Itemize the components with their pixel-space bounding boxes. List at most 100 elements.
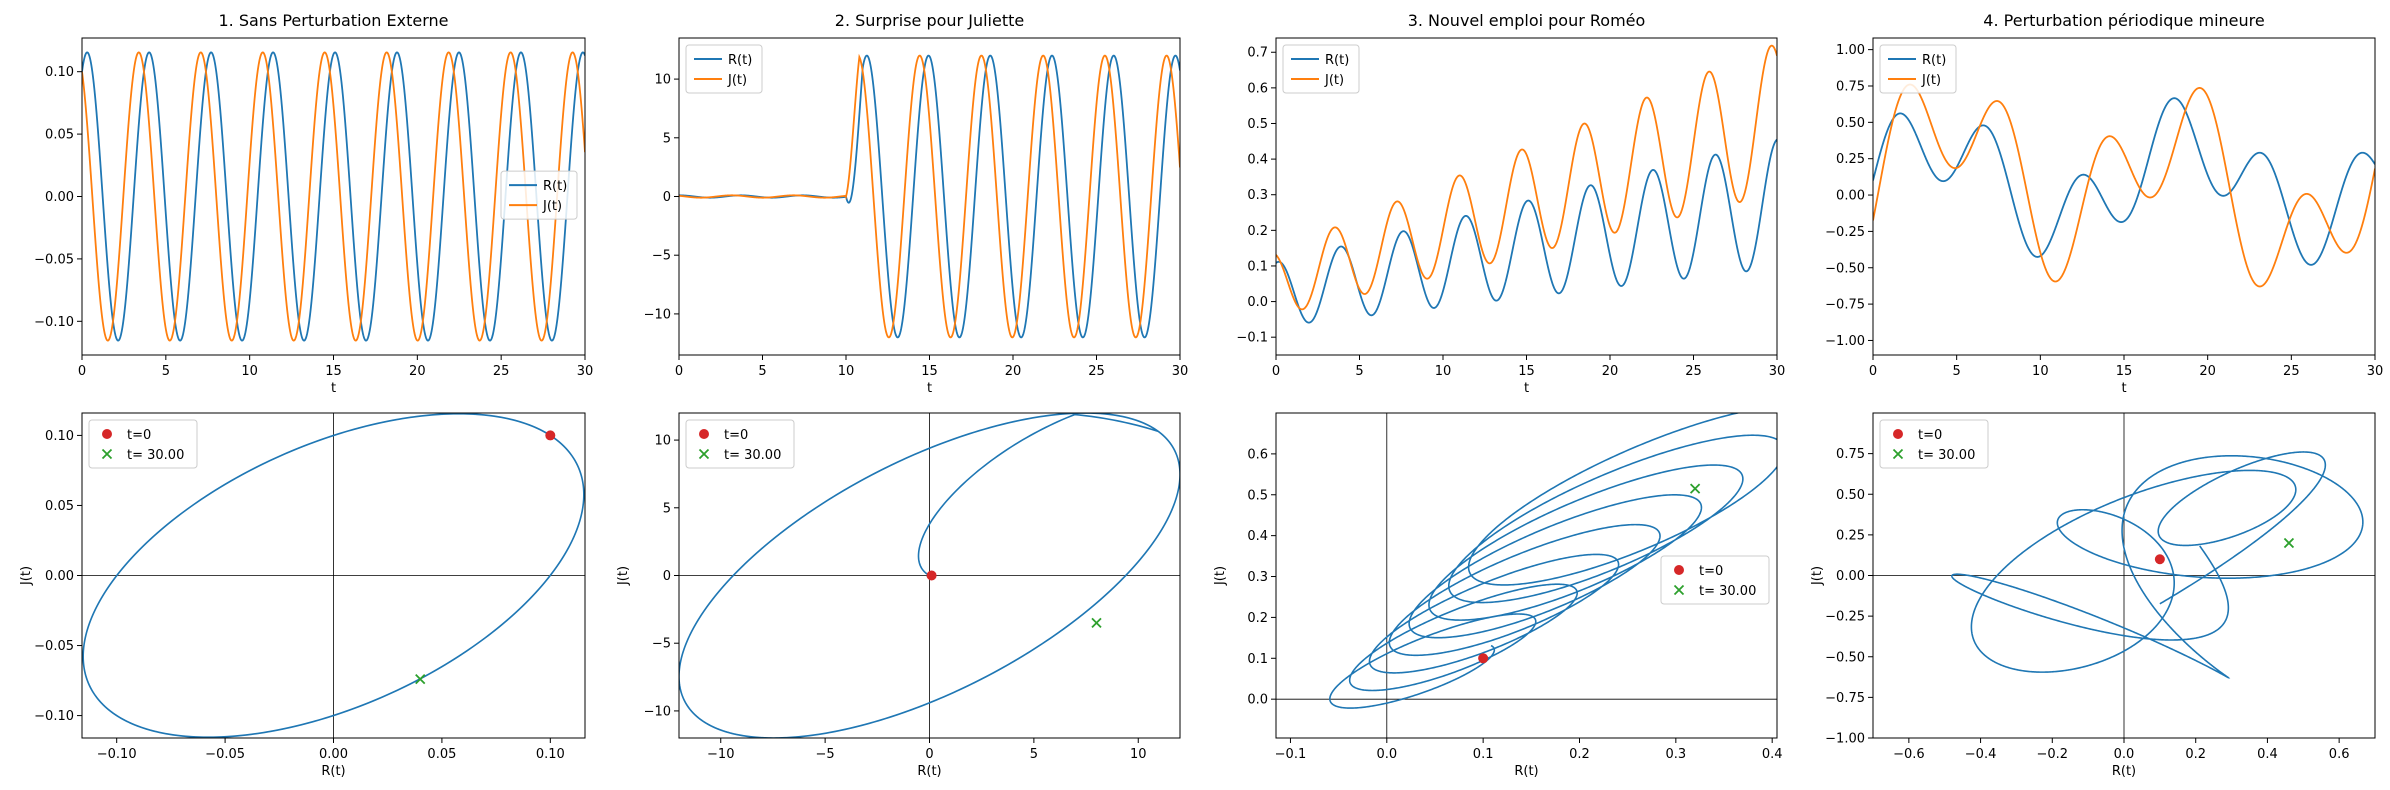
y-axis-label: J(t)	[19, 566, 34, 586]
series-line-J	[1276, 44, 1777, 311]
y-tick-label: 0.0	[1247, 295, 1268, 310]
x-axis-label: R(t)	[917, 764, 941, 779]
end-point	[1689, 483, 1701, 494]
start-point	[2154, 554, 2165, 565]
plot-area	[1276, 44, 1777, 324]
phase-trajectory	[82, 413, 585, 738]
x-tick-label: 5	[162, 364, 170, 379]
x-tick-label: 30	[577, 364, 594, 379]
phase-trajectory	[1951, 451, 2364, 679]
x-axis-label: t	[331, 381, 336, 396]
legend-box	[88, 419, 198, 469]
start-point	[545, 430, 556, 441]
chart-title: 1. Sans Perturbation Externe	[218, 11, 448, 30]
y-tick-label: −0.25	[1825, 610, 1865, 625]
plot-area	[1873, 413, 2375, 738]
x-tick-label: 10	[1130, 747, 1147, 762]
y-tick-label: 5	[663, 501, 671, 516]
x-tick-label: 0	[925, 747, 933, 762]
x-tick-label: 25	[1685, 364, 1702, 379]
y-tick-label: 0.05	[45, 128, 74, 143]
legend: R(t) J(t)	[500, 170, 578, 220]
x-axis-label: R(t)	[2112, 764, 2136, 779]
y-tick-label: 0.25	[1836, 152, 1865, 167]
x-tick-label: −0.10	[97, 747, 137, 762]
legend-label-end: t= 30.00	[127, 448, 184, 463]
legend-label-J: J(t)	[1324, 73, 1344, 88]
legend-box	[1879, 419, 1989, 469]
plot-area	[679, 53, 1180, 339]
legend: t=0 t= 30.00	[685, 419, 795, 469]
plot-area	[1873, 83, 2375, 288]
y-tick-label: 0.3	[1247, 570, 1268, 585]
legend: t=0 t= 30.00	[88, 419, 198, 469]
y-axis-label: J(t)	[1810, 566, 1825, 586]
x-tick-label: 15	[921, 364, 938, 379]
legend-label-J: J(t)	[542, 199, 562, 214]
x-tick-label: 15	[1518, 364, 1535, 379]
y-tick-label: 0.50	[1836, 116, 1865, 131]
series-line-J	[679, 53, 1180, 339]
x-tick-label: 10	[2032, 364, 2049, 379]
end-point	[1091, 617, 1102, 629]
y-tick-label: 0.2	[1247, 611, 1268, 626]
x-tick-label: 0.05	[427, 747, 456, 762]
legend: R(t) J(t)	[685, 44, 763, 94]
x-tick-label: 0.2	[1569, 747, 1590, 762]
x-axis-label: t	[1524, 381, 1529, 396]
x-tick-label: 25	[2283, 364, 2300, 379]
subplot-1-1: 0 5 10 15 20 25 30 −0.10 −0.05 0.00 0.05 0.10 1. San…	[34, 11, 593, 396]
legend-box	[1879, 44, 1957, 94]
chart-title: 4. Perturbation périodique mineure	[1983, 11, 2264, 30]
y-tick-label: 0.0	[1247, 693, 1268, 708]
x-tick-label: 0.6	[2329, 747, 2350, 762]
x-tick-label: −0.6	[1893, 747, 1925, 762]
legend-marker-end	[1892, 448, 1904, 460]
legend-label-start: t=0	[724, 428, 748, 443]
y-tick-label: 0.75	[1836, 79, 1865, 94]
y-tick-label: −0.25	[1825, 225, 1865, 240]
x-tick-label: 30	[2367, 364, 2384, 379]
y-tick-label: 0.10	[45, 429, 74, 444]
y-axis-label: J(t)	[1213, 566, 1228, 586]
series-line-R	[1873, 97, 2375, 266]
x-tick-label: −5	[816, 747, 835, 762]
x-tick-label: 30	[1172, 364, 1189, 379]
start-point	[926, 570, 937, 581]
x-tick-label: 25	[1088, 364, 1105, 379]
subplot-2-1: −0.10 −0.05 0.00 0.05 0.10 −0.10 −0.05 0.00 0.05…	[19, 412, 586, 779]
legend-marker-start	[699, 429, 709, 439]
legend-label-J: J(t)	[727, 73, 747, 88]
legend-marker-end	[1673, 584, 1685, 596]
axes-frame	[1275, 412, 1778, 739]
y-tick-label: 0.10	[45, 65, 74, 80]
x-tick-label: 20	[409, 364, 426, 379]
x-tick-label: −0.2	[2036, 747, 2068, 762]
y-tick-label: −0.05	[34, 639, 74, 654]
x-tick-label: 0.00	[319, 747, 348, 762]
x-tick-label: 25	[493, 364, 510, 379]
y-tick-label: 0.7	[1247, 46, 1268, 61]
plot-area	[82, 413, 585, 738]
x-tick-label: 0.1	[1473, 747, 1494, 762]
subplot-2-2: −10 −5 0 5 10 −10 −5 0 5 10 R(t) J(t) t=0 t= 30.00	[616, 412, 1181, 779]
y-tick-label: 0.00	[45, 569, 74, 584]
legend-box	[685, 419, 795, 469]
y-tick-label: −10	[644, 307, 671, 322]
y-tick-label: −5	[652, 249, 671, 264]
legend-marker-end	[101, 448, 113, 460]
x-tick-label: 10	[1435, 364, 1452, 379]
y-tick-label: −10	[644, 704, 671, 719]
legend-label-start: t=0	[127, 428, 151, 443]
legend-marker-start	[1893, 429, 1903, 439]
y-tick-label: 0.00	[1836, 569, 1865, 584]
plot-area	[679, 413, 1180, 738]
subplot-2-3: −0.1 0.0 0.1 0.2 0.3 0.4 0.0 0.1 0.2 0.3 0.4 0.5 0.6…	[1213, 412, 1783, 779]
x-tick-label: −10	[707, 747, 734, 762]
y-tick-label: 0.00	[1836, 189, 1865, 204]
legend-box	[1660, 555, 1770, 605]
x-tick-label: 10	[838, 364, 855, 379]
y-tick-label: 0.6	[1247, 81, 1268, 96]
chart-title: 2. Surprise pour Juliette	[835, 11, 1024, 30]
x-tick-label: 5	[1355, 364, 1363, 379]
